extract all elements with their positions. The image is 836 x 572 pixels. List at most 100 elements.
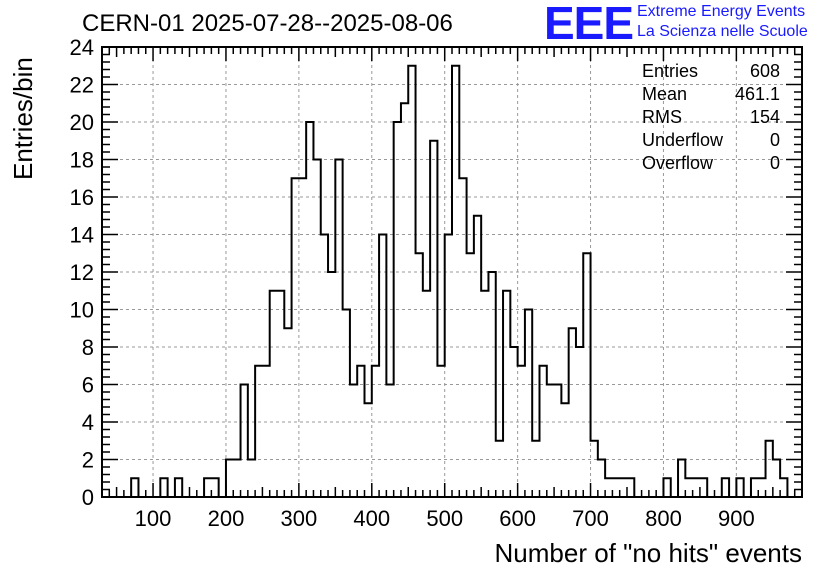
histogram-bar: [379, 235, 386, 498]
histogram-bar: [722, 478, 729, 497]
stats-value: 0: [769, 153, 780, 173]
x-tick-label: 500: [426, 506, 463, 531]
histogram-bar: [474, 216, 481, 497]
stats-label: Underflow: [642, 130, 724, 150]
stats-value: 0: [769, 130, 780, 150]
histogram-bar: [386, 385, 393, 498]
stats-row-overflow: Overflow 0: [642, 152, 780, 175]
eee-logo-text: Extreme Energy Events La Scienza nelle S…: [637, 2, 808, 42]
y-tick-label: 22: [70, 73, 94, 98]
stats-row-entries: Entries 608: [642, 60, 780, 83]
x-tick-label: 300: [281, 506, 318, 531]
histogram-bar: [401, 103, 408, 497]
y-tick-label: 4: [82, 410, 94, 435]
histogram-bar: [299, 178, 306, 497]
x-tick-label: 200: [208, 506, 245, 531]
histogram-bar: [685, 478, 692, 497]
stats-row-underflow: Underflow 0: [642, 129, 780, 152]
histogram-bar: [350, 385, 357, 498]
histogram-bar: [459, 178, 466, 497]
histogram-bar: [211, 478, 218, 497]
histogram-bar: [518, 366, 525, 497]
histogram-bar: [255, 366, 262, 497]
stats-value: 461.1: [734, 84, 780, 104]
x-tick-label: 100: [135, 506, 172, 531]
histogram-bar: [700, 478, 707, 497]
y-tick-label: 12: [70, 260, 94, 285]
eee-logo: EEE: [544, 0, 634, 49]
histogram-bar: [773, 460, 780, 498]
histogram-bar: [270, 291, 277, 497]
histogram-bar: [569, 328, 576, 497]
histogram-bar: [292, 178, 299, 497]
histogram-bar: [357, 366, 364, 497]
x-tick-label: 700: [572, 506, 609, 531]
histogram-bar: [467, 253, 474, 497]
chart-title: CERN-01 2025-07-28--2025-08-06: [82, 10, 453, 37]
histogram-bar: [423, 291, 430, 497]
stats-value: 608: [749, 61, 780, 81]
stats-label: Overflow: [642, 153, 714, 173]
histogram-bar: [598, 460, 605, 498]
histogram-bar: [481, 291, 488, 497]
histogram-bar: [241, 385, 248, 498]
stats-label: Mean: [642, 84, 688, 104]
y-tick-label: 0: [82, 485, 94, 510]
stats-row-rms: RMS 154: [642, 106, 780, 129]
histogram-bar: [496, 441, 503, 497]
histogram-bar: [612, 478, 619, 497]
histogram-bar: [736, 478, 743, 497]
histogram-bar: [343, 310, 350, 498]
stats-label: Entries: [642, 61, 699, 81]
stats-label: RMS: [642, 107, 682, 127]
stats-row-mean: Mean 461.1: [642, 83, 780, 106]
histogram-bar: [605, 478, 612, 497]
histogram-bar: [627, 478, 634, 497]
histogram-outline: [102, 64, 802, 498]
histogram-bar: [693, 478, 700, 497]
histogram-bar: [554, 385, 561, 498]
y-tick-label: 10: [70, 298, 94, 323]
histogram-bar: [620, 478, 627, 497]
histogram-bar: [547, 385, 554, 498]
histogram-bar: [540, 366, 547, 497]
histogram-bar: [503, 291, 510, 497]
logo-line-1: Extreme Energy Events: [637, 3, 806, 20]
y-tick-label: 2: [82, 448, 94, 473]
histogram-bar: [561, 403, 568, 497]
histogram-bar: [335, 160, 342, 498]
y-tick-label: 8: [82, 335, 94, 360]
histogram-bar: [678, 460, 685, 498]
x-tick-label: 900: [718, 506, 755, 531]
histogram-bar: [408, 66, 415, 497]
histogram-bar: [284, 328, 291, 497]
histogram-bar: [321, 235, 328, 498]
y-tick-label: 20: [70, 110, 94, 135]
histogram-bar: [313, 160, 320, 498]
histogram-bar: [233, 460, 240, 498]
histogram-bar: [758, 478, 765, 497]
y-tick-label: 14: [70, 223, 94, 248]
logo-line-2: La Scienza nelle Scuole: [637, 23, 808, 40]
histogram-bar: [226, 460, 233, 498]
histogram-bar: [248, 460, 255, 498]
histogram-bar: [262, 366, 269, 497]
histogram-bar: [160, 478, 167, 497]
histogram-bar: [372, 366, 379, 497]
histogram-bar: [525, 310, 532, 498]
y-tick-label: 24: [70, 35, 94, 60]
y-tick-label: 16: [70, 185, 94, 210]
histogram-bar: [430, 141, 437, 497]
histogram-bar: [780, 478, 787, 497]
histogram-bar: [532, 441, 539, 497]
x-tick-label: 800: [645, 506, 682, 531]
histogram-bar: [437, 366, 444, 497]
histogram-bar: [591, 441, 598, 497]
histogram-bar: [175, 478, 182, 497]
histogram-bar: [751, 478, 758, 497]
histogram-bar: [766, 441, 773, 497]
stats-value: 154: [749, 107, 780, 127]
histogram-bar: [452, 66, 459, 497]
histogram-bar: [583, 253, 590, 497]
